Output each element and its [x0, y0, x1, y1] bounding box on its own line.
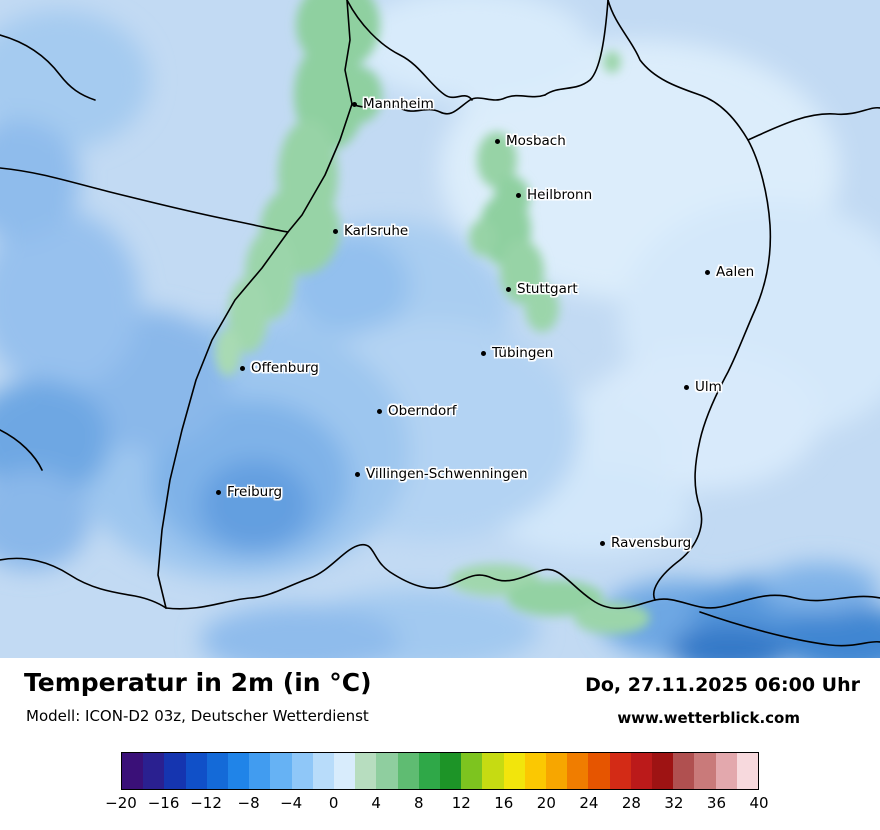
- legend-swatch: [249, 753, 271, 789]
- legend-swatch: [228, 753, 250, 789]
- city-marker-stuttgart: Stuttgart: [506, 281, 578, 297]
- city-dot: [506, 286, 511, 292]
- legend-tick-label: 4: [371, 794, 381, 812]
- temperature-map: Mannheim Mosbach Heilbronn Karlsruhe Stuttga…: [0, 0, 880, 658]
- city-dot: [240, 365, 245, 371]
- city-label: Ulm: [695, 379, 722, 395]
- legend-swatch: [355, 753, 377, 789]
- legend-swatch: [567, 753, 589, 789]
- temperature-map-svg: [0, 0, 880, 658]
- city-label: Heilbronn: [527, 187, 593, 203]
- border-lines: [0, 0, 880, 647]
- city-label: Aalen: [716, 264, 755, 280]
- legend-tick-label: 40: [749, 794, 769, 812]
- map-title: Temperatur in 2m (in °C): [24, 668, 372, 697]
- website-link: www.wetterblick.com: [617, 709, 800, 727]
- legend-swatch: [630, 753, 653, 789]
- city-label: Villingen-Schwenningen: [366, 466, 528, 482]
- city-dot: [600, 540, 605, 546]
- city-marker-villingen-schwenningen: Villingen-Schwenningen: [355, 466, 528, 482]
- legend-swatch: [270, 753, 292, 789]
- city-label: Stuttgart: [517, 281, 578, 297]
- legend-swatch: [588, 753, 610, 789]
- footer: Temperatur in 2m (in °C) Do, 27.11.2025 …: [0, 658, 880, 830]
- city-marker-aalen: Aalen: [705, 264, 754, 280]
- city-marker-t-bingen: Tübingen: [481, 345, 553, 361]
- city-dot: [333, 228, 338, 234]
- legend-tick-label: 32: [664, 794, 684, 812]
- legend-swatch: [524, 753, 547, 789]
- city-marker-heilbronn: Heilbronn: [516, 187, 592, 203]
- legend-swatch: [673, 753, 695, 789]
- city-dot: [684, 384, 689, 390]
- legend-swatch: [736, 753, 759, 789]
- legend-tick-label: 24: [579, 794, 599, 812]
- city-label: Mannheim: [363, 96, 434, 112]
- city-label: Tübingen: [492, 345, 554, 361]
- legend-swatch: [546, 753, 568, 789]
- legend-swatch: [376, 753, 398, 789]
- city-dot: [705, 269, 710, 275]
- legend-tick-label: 16: [494, 794, 514, 812]
- temperature-shading-greens: [215, 0, 650, 634]
- city-marker-mosbach: Mosbach: [495, 133, 566, 149]
- city-label: Freiburg: [227, 484, 283, 500]
- legend-swatch: [122, 753, 144, 789]
- legend-swatch: [440, 753, 462, 789]
- city-dot: [216, 489, 221, 495]
- legend-swatch: [206, 753, 229, 789]
- legend-swatch: [164, 753, 186, 789]
- legend-swatch: [503, 753, 525, 789]
- legend-swatch: [312, 753, 335, 789]
- legend-tick-label: 8: [413, 794, 424, 812]
- legend-swatch: [291, 753, 313, 789]
- city-dot: [516, 192, 521, 198]
- city-label: Karlsruhe: [344, 223, 409, 239]
- legend-tick-label: −20: [105, 794, 137, 812]
- legend-tick-label: 20: [536, 794, 556, 812]
- legend-swatch: [482, 753, 504, 789]
- legend-swatch: [461, 753, 483, 789]
- legend-swatch: [143, 753, 165, 789]
- city-label: Oberndorf: [388, 403, 457, 419]
- legend-swatch: [185, 753, 207, 789]
- legend-swatch: [418, 753, 441, 789]
- legend-swatch: [334, 753, 356, 789]
- city-label: Ravensburg: [611, 535, 692, 551]
- city-dot: [355, 471, 360, 477]
- city-dot: [377, 408, 382, 414]
- city-marker-ravensburg: Ravensburg: [600, 535, 691, 551]
- city-marker-karlsruhe: Karlsruhe: [333, 223, 408, 239]
- city-dot: [481, 350, 486, 356]
- temperature-shading-blues: [0, 0, 880, 658]
- legend-tick-label: 12: [451, 794, 471, 812]
- legend-swatch: [694, 753, 716, 789]
- legend-tick-label: 0: [328, 794, 339, 812]
- city-label: Offenburg: [251, 360, 319, 376]
- city-dot: [352, 101, 357, 107]
- city-marker-offenburg: Offenburg: [240, 360, 319, 376]
- city-label: Mosbach: [506, 133, 566, 149]
- legend-swatch: [397, 753, 419, 789]
- legend: −20 −16 −12 −8 −4 0 4 8 12 16 20 24 28 32 36 40: [105, 752, 769, 816]
- legend-tick-label: −12: [190, 794, 222, 812]
- legend-tick-label: 28: [621, 794, 641, 812]
- legend-tick-label: −16: [147, 794, 180, 812]
- legend-tick-label: −8: [237, 794, 260, 812]
- city-marker-mannheim: Mannheim: [352, 96, 434, 112]
- legend-swatch: [609, 753, 631, 789]
- city-marker-freiburg: Freiburg: [216, 484, 282, 500]
- legend-bar: [121, 752, 759, 790]
- legend-swatch: [715, 753, 737, 789]
- city-marker-ulm: Ulm: [684, 379, 722, 395]
- legend-tick-label: −4: [280, 794, 303, 812]
- legend-tick-label: 36: [706, 794, 726, 812]
- model-info: Modell: ICON-D2 03z, Deutscher Wetterdie…: [26, 707, 369, 725]
- legend-ticks: −20 −16 −12 −8 −4 0 4 8 12 16 20 24 28 32 36 40: [105, 794, 768, 816]
- legend-swatch: [652, 753, 674, 789]
- city-dot: [495, 138, 500, 144]
- city-marker-oberndorf: Oberndorf: [377, 403, 457, 419]
- map-datetime: Do, 27.11.2025 06:00 Uhr: [585, 674, 860, 696]
